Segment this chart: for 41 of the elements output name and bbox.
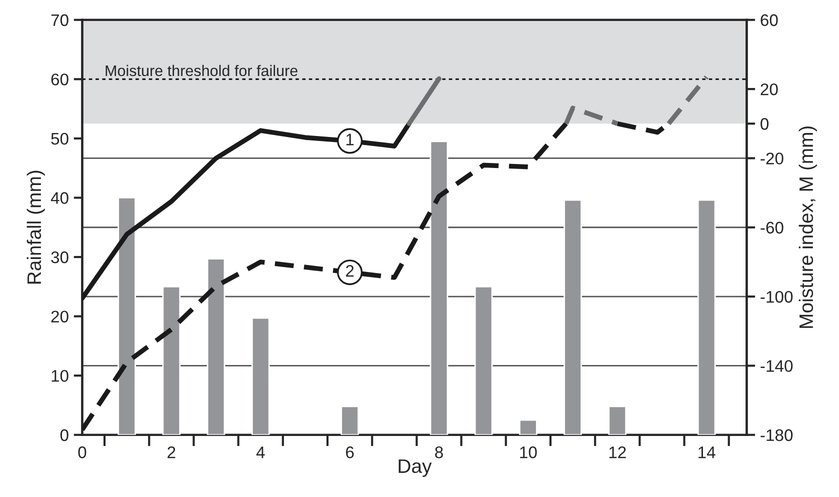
bar [340, 406, 359, 435]
y-tick-label: 20 [51, 310, 68, 323]
bar [519, 419, 538, 435]
bar [162, 286, 181, 435]
y2-tick-label: 20 [760, 83, 778, 96]
y2-tick-label: -60 [760, 222, 784, 234]
bar [608, 406, 627, 435]
y2-tick-label: -140 [760, 360, 793, 372]
y-tick-label: 60 [51, 74, 68, 86]
series-label: 2 [346, 265, 354, 277]
y-tick-label: 30 [51, 251, 68, 264]
y2-tick-label: -100 [760, 290, 793, 303]
bar [430, 140, 448, 435]
x-tick-label: 8 [435, 446, 443, 458]
x-axis-title: Day [398, 459, 432, 477]
x-tick-label: 10 [520, 446, 537, 458]
y-tick-label: 10 [52, 370, 68, 382]
y2-tick-label: 60 [760, 14, 778, 26]
y2-tick-label: 0 [760, 118, 769, 130]
y-tick-label: 0 [60, 429, 68, 442]
bar [474, 286, 493, 435]
x-tick-label: 12 [609, 446, 626, 458]
bar [206, 258, 226, 435]
x-tick-label: 2 [168, 446, 176, 458]
x-tick-label: 6 [346, 446, 354, 458]
bar [697, 199, 716, 435]
y-axis-title: Rainfall (mm) [26, 170, 45, 284]
series-label: 1 [346, 134, 354, 146]
bar [564, 199, 582, 435]
bar [251, 317, 270, 435]
ref-line-label: Moisture threshold for failure [106, 64, 298, 76]
x-tick-label: 4 [256, 446, 265, 458]
x-tick-label: 0 [78, 446, 86, 458]
y-tick-label: 40 [50, 192, 68, 204]
bar [118, 197, 136, 435]
y-tick-label: 70 [51, 14, 68, 26]
y2-tick-label: -20 [760, 152, 784, 164]
y-tick-label: 50 [51, 132, 68, 145]
x-tick-label: 14 [698, 446, 716, 458]
y2-axis-title: Moisture index, M (mm) [798, 126, 817, 328]
y2-tick-label: -180 [760, 429, 793, 442]
